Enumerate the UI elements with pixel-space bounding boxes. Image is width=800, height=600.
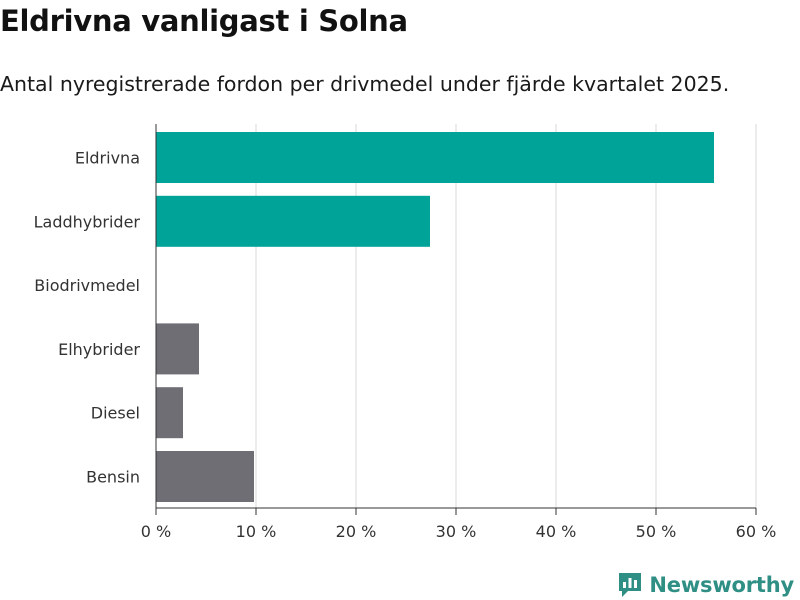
category-label: Elhybrider (58, 340, 140, 359)
category-label: Laddhybrider (34, 212, 141, 231)
category-label: Diesel (91, 404, 140, 423)
bar-laddhybrider (156, 195, 430, 247)
x-tick-label: 30 % (436, 522, 477, 541)
bar-eldrivna (156, 132, 714, 183)
category-labels: Eldrivna Laddhybrider Biodrivmedel Elhybrid… (34, 149, 141, 487)
chart-title: Eldrivna vanligast i Solna (0, 4, 408, 38)
grid-lines (255, 124, 757, 508)
category-label: Bensin (86, 468, 140, 487)
x-tick-label: 20 % (336, 522, 377, 541)
x-tick-label: 60 % (736, 522, 777, 541)
bar-elhybrider (156, 323, 199, 375)
bar-bensin (156, 451, 254, 502)
chart-subtitle: Antal nyregistrerade fordon per drivmede… (0, 72, 730, 96)
category-label: Eldrivna (75, 149, 140, 168)
brand-logo: Newsworthy (617, 571, 794, 599)
x-tick-label: 40 % (536, 522, 577, 541)
x-tick-label: 10 % (236, 522, 277, 541)
bar-diesel (156, 387, 183, 439)
x-tick-label: 0 % (141, 522, 171, 541)
x-tick-label: 50 % (636, 522, 677, 541)
newsworthy-logo-icon (619, 573, 642, 597)
x-axis: 0 % 10 % 20 % 30 % 40 % 50 % 60 % (141, 124, 777, 541)
bars (156, 132, 714, 502)
category-label: Biodrivmedel (34, 276, 140, 295)
brand-name: Newsworthy (649, 573, 794, 597)
